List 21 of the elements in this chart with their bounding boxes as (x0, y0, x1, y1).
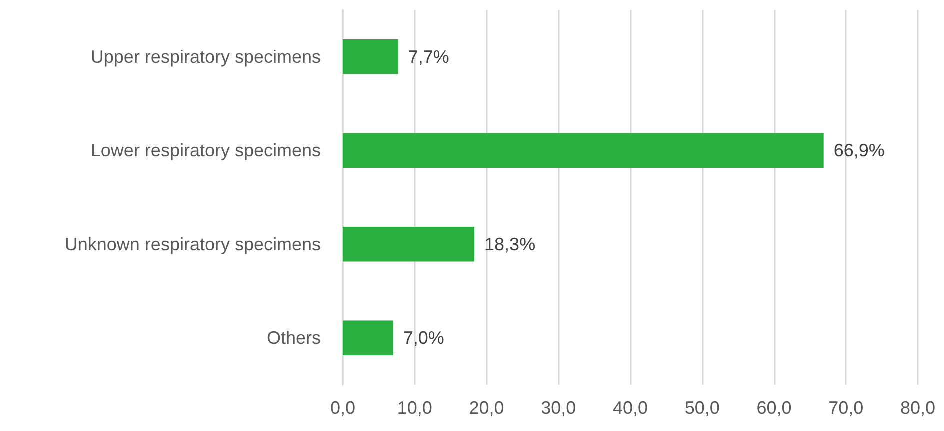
bar (343, 227, 475, 262)
data-label: 7,0% (403, 328, 444, 348)
x-tick-label: 20,0 (469, 398, 504, 418)
x-tick-label: 50,0 (684, 398, 720, 418)
x-tick-label: 70,0 (828, 398, 864, 418)
x-tick-label: 0,0 (330, 398, 356, 418)
y-tick-label: Unknown respiratory specimens (64, 234, 321, 254)
y-tick-label: Lower respiratory specimens (90, 140, 321, 161)
bar (343, 40, 398, 74)
bar (343, 320, 394, 356)
x-tick-label: 40,0 (612, 398, 648, 418)
data-label: 66,9% (834, 140, 885, 161)
data-label: 7,7% (408, 46, 450, 67)
bar (343, 133, 824, 168)
x-tick-label: 30,0 (541, 398, 576, 418)
x-tick-label: 60,0 (756, 398, 792, 418)
y-tick-label: Others (266, 328, 321, 348)
x-tick-label: 10,0 (397, 398, 432, 418)
y-tick-label: Upper respiratory specimens (90, 46, 321, 67)
data-label: 18,3% (484, 234, 536, 254)
x-tick-label: 80,0 (900, 398, 936, 418)
